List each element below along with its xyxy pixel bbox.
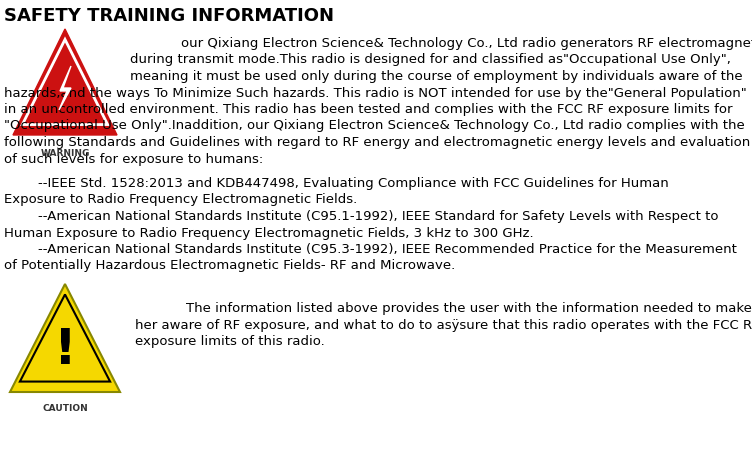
Polygon shape (20, 294, 110, 382)
Text: "Occupational Use Only".Inaddition, our Qixiang Electron Science& Technology Co.: "Occupational Use Only".Inaddition, our … (4, 120, 744, 133)
Text: hazards,and the ways To Minimize Such hazards. This radio is NOT intended for us: hazards,and the ways To Minimize Such ha… (4, 86, 747, 99)
Text: --American National Standards Institute (C95.3-1992), IEEE Recommended Practice : --American National Standards Institute … (4, 243, 737, 256)
Text: meaning it must be used only during the course of employment by individuals awar: meaning it must be used only during the … (130, 70, 743, 83)
Text: --IEEE Std. 1528:2013 and KDB447498, Evaluating Compliance with FCC Guidelines f: --IEEE Std. 1528:2013 and KDB447498, Eva… (4, 177, 669, 190)
Text: The information listed above provides the user with the information needed to ma: The information listed above provides th… (135, 302, 752, 315)
Text: WARNING: WARNING (41, 149, 89, 158)
Polygon shape (59, 66, 71, 110)
Polygon shape (10, 284, 120, 392)
Text: of Potentially Hazardous Electromagnetic Fields- RF and Microwave.: of Potentially Hazardous Electromagnetic… (4, 260, 455, 273)
Text: of such levels for exposure to humans:: of such levels for exposure to humans: (4, 153, 263, 165)
Text: during transmit mode.This radio is designed for and classified as"Occupational U: during transmit mode.This radio is desig… (130, 54, 731, 66)
Text: exposure limits of this radio.: exposure limits of this radio. (135, 335, 325, 348)
Text: SAFETY TRAINING INFORMATION: SAFETY TRAINING INFORMATION (4, 7, 334, 25)
Text: CAUTION: CAUTION (42, 404, 88, 413)
Polygon shape (13, 29, 117, 135)
Text: --American National Standards Institute (C95.1-1992), IEEE Standard for Safety L: --American National Standards Institute … (4, 210, 718, 223)
Text: in an uncontrolled environment. This radio has been tested and complies with the: in an uncontrolled environment. This rad… (4, 103, 732, 116)
Text: Exposure to Radio Frequency Electromagnetic Fields.: Exposure to Radio Frequency Electromagne… (4, 193, 357, 206)
Polygon shape (23, 39, 108, 125)
Text: her aware of RF exposure, and what to do to asÿsure that this radio operates wit: her aware of RF exposure, and what to do… (135, 318, 752, 332)
Text: !: ! (53, 326, 77, 374)
Text: Human Exposure to Radio Frequency Electromagnetic Fields, 3 kHz to 300 GHz.: Human Exposure to Radio Frequency Electr… (4, 226, 534, 240)
Text: following Standards and Guidelines with regard to RF energy and electromagnetic : following Standards and Guidelines with … (4, 136, 750, 149)
Text: our Qixiang Electron Science& Technology Co., Ltd radio generators RF electromag: our Qixiang Electron Science& Technology… (130, 37, 752, 50)
